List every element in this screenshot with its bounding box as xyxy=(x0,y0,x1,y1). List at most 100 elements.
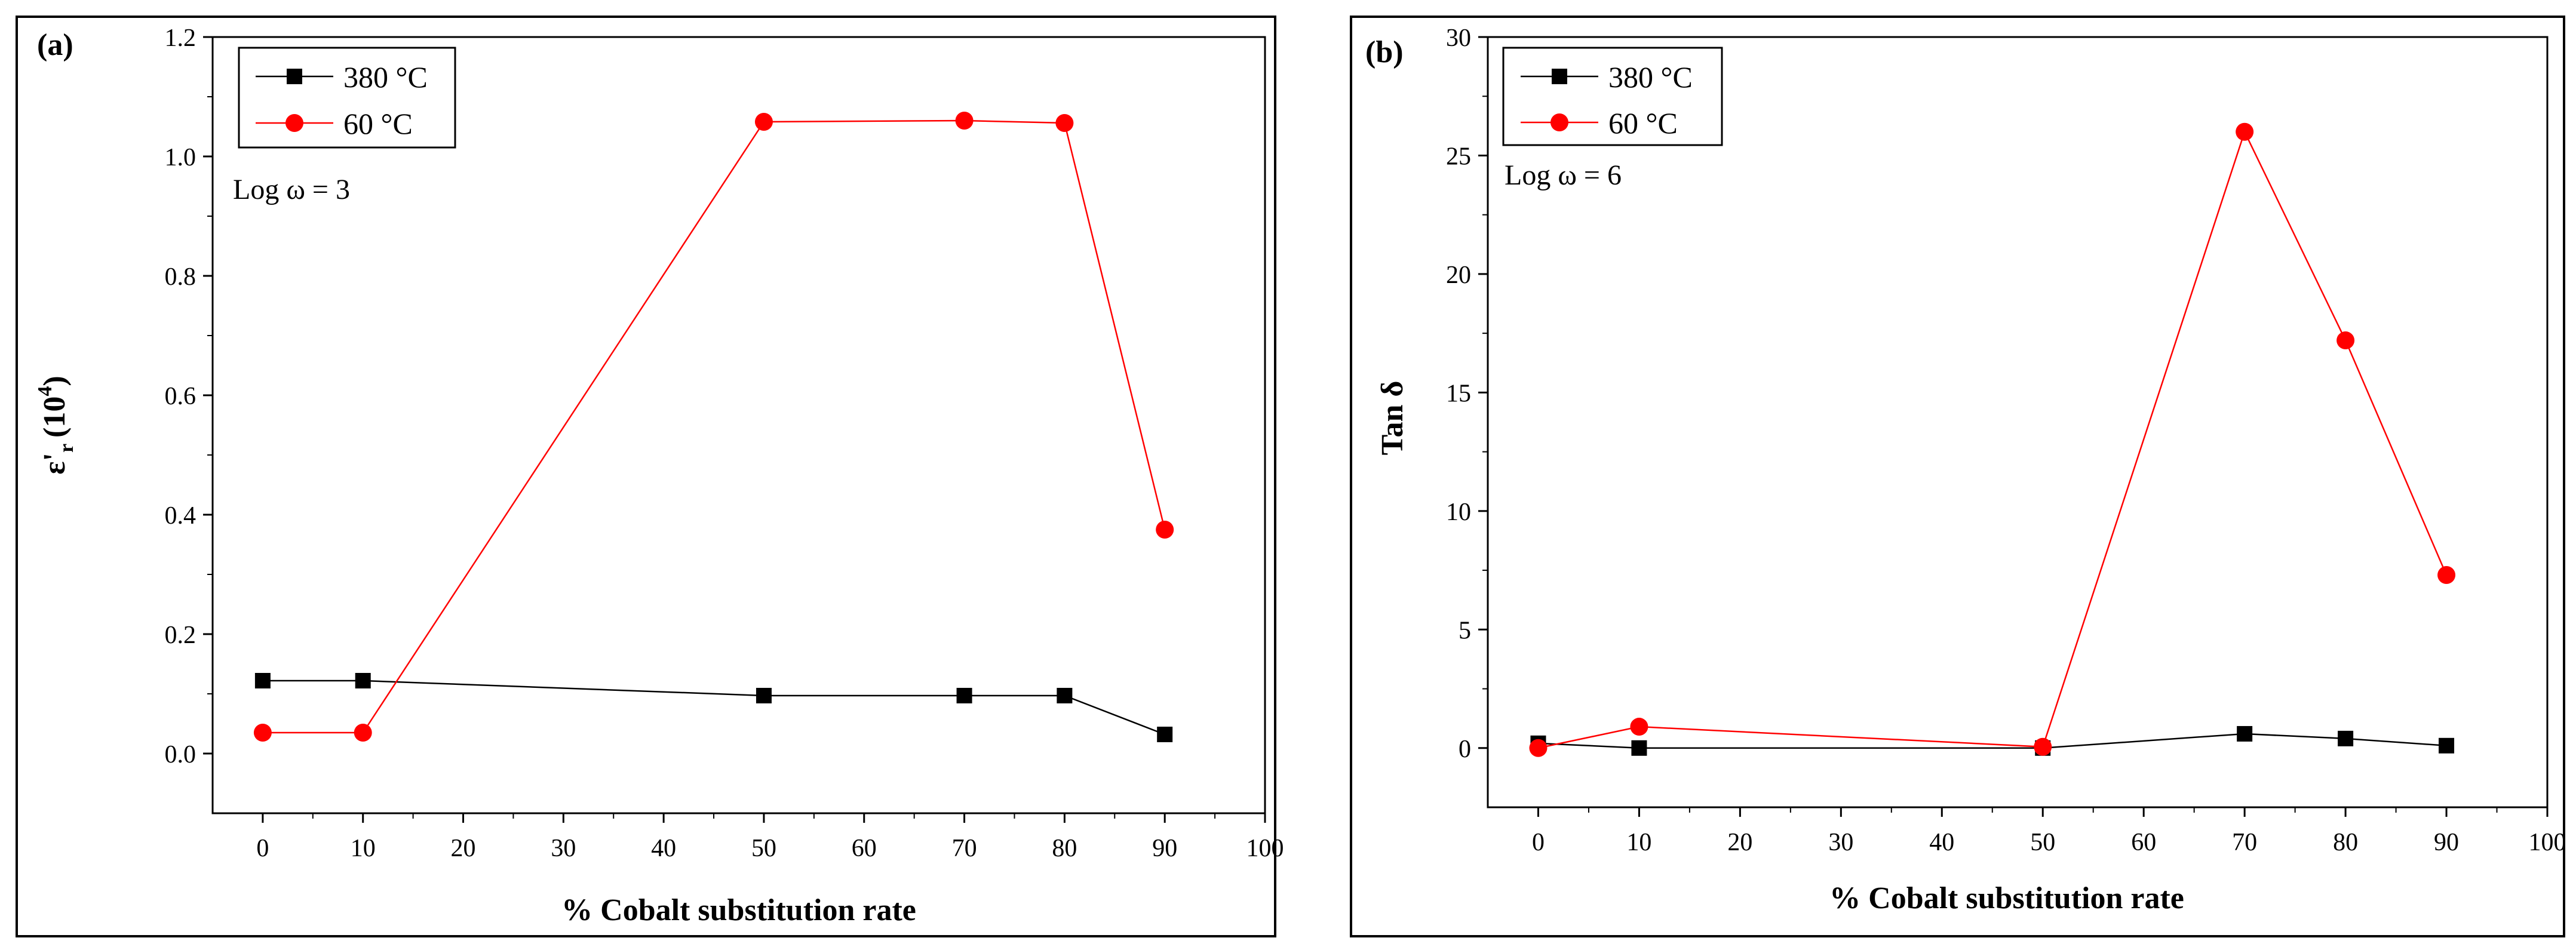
panel-b-x-axis-label: % Cobalt substitution rate xyxy=(1829,881,2184,915)
panel-b-label: (b) xyxy=(1365,35,1404,69)
legend-marker-60 xyxy=(1550,113,1568,131)
data-point-circle xyxy=(1055,114,1074,132)
panel-a-label: (a) xyxy=(37,28,73,62)
data-point-square xyxy=(2237,725,2253,742)
data-point-circle xyxy=(2336,331,2355,350)
y-label-epsilon: ε' xyxy=(38,453,72,475)
y-tick-label: 5 xyxy=(1459,617,1471,644)
panel-b: (b) 0 10 20 30 40 50 60 70 80 90 100 051015202530 … xyxy=(1350,16,2566,937)
data-point-square xyxy=(254,673,271,688)
data-point-circle xyxy=(2437,566,2456,585)
data-point-square xyxy=(2439,737,2455,754)
x-tick-label: 10 xyxy=(351,835,376,862)
x-tick-label: 50 xyxy=(751,835,776,862)
data-point-square xyxy=(1057,688,1073,703)
data-point-square xyxy=(1157,727,1173,742)
data-point-circle xyxy=(253,724,272,742)
data-point-circle xyxy=(2236,122,2254,141)
panel-a-x-ticks: 0 10 20 30 40 50 60 70 80 90 100 xyxy=(256,813,1284,862)
y-label-superscript: 4 xyxy=(34,386,56,396)
x-tick-label: 10 xyxy=(1626,829,1651,856)
panel-b-plot-area xyxy=(1487,36,2549,808)
x-tick-label: 60 xyxy=(2131,829,2156,856)
legend-label-380: 380 °C xyxy=(1608,60,1693,94)
data-point-square xyxy=(1631,740,1647,756)
panel-a-annotation: Log ω = 3 xyxy=(233,174,350,205)
data-point-circle xyxy=(1156,521,1174,539)
panel-a-x-axis-label: % Cobalt substitution rate xyxy=(561,893,916,927)
x-tick-label: 20 xyxy=(451,835,476,862)
data-point-circle xyxy=(1529,739,1548,757)
panel-b-legend: 380 °C 60 °C xyxy=(1502,47,1723,146)
data-point-circle xyxy=(2034,737,2052,756)
data-point-square xyxy=(956,688,972,703)
y-tick-label: 25 xyxy=(1446,143,1471,170)
series-line xyxy=(262,119,1166,734)
x-tick-label: 80 xyxy=(2333,829,2358,856)
legend-label-60: 60 °C xyxy=(1608,106,1678,140)
data-point-circle xyxy=(354,724,372,742)
panel-a-legend: 380 °C 60 °C xyxy=(238,47,456,149)
x-tick-label: 100 xyxy=(1246,835,1284,862)
panel-b-annotation: Log ω = 6 xyxy=(1505,159,1622,191)
y-tick-label: 20 xyxy=(1446,262,1471,289)
x-tick-label: 80 xyxy=(1052,835,1077,862)
panel-b-series xyxy=(1529,122,2456,757)
panel-a-y-ticks: 0.0 0.2 0.4 0.6 0.8 1.0 1.2 xyxy=(165,24,213,768)
panel-a-series xyxy=(253,112,1174,742)
panel-a-legend-box xyxy=(238,47,456,149)
x-tick-label: 70 xyxy=(2232,829,2257,856)
x-tick-label: 0 xyxy=(256,835,269,862)
panel-b-legend-box xyxy=(1502,47,1723,146)
panel-b-y-axis-label: Tan δ xyxy=(1375,381,1410,456)
y-tick-label: 30 xyxy=(1446,24,1471,52)
panel-a-frame xyxy=(16,16,1276,937)
x-tick-label: 30 xyxy=(551,835,576,862)
panel-b-y-ticks: 0 5 10 15 20 25 30 xyxy=(1446,24,1488,763)
y-label-subscript: r xyxy=(56,444,78,453)
y-tick-label: 0.4 xyxy=(165,502,196,530)
x-tick-label: 40 xyxy=(651,835,676,862)
x-tick-label: 40 xyxy=(1929,829,1954,856)
x-tick-label: 30 xyxy=(1828,829,1853,856)
x-tick-label: 60 xyxy=(852,835,877,862)
y-tick-label: 1.2 xyxy=(165,24,196,52)
data-point-circle xyxy=(955,112,974,130)
data-point-square xyxy=(355,673,371,688)
y-tick-label: 0.0 xyxy=(165,741,196,768)
x-tick-label: 70 xyxy=(952,835,977,862)
panel-b-x-ticks: 0 10 20 30 40 50 60 70 80 90 100 xyxy=(1532,807,2566,856)
x-tick-label: 50 xyxy=(2030,829,2055,856)
series-line xyxy=(262,679,1165,736)
x-tick-label: 20 xyxy=(1727,829,1752,856)
x-tick-label: 100 xyxy=(2529,829,2566,856)
legend-marker-60 xyxy=(285,114,303,132)
data-point-circle xyxy=(754,113,773,131)
y-tick-label: 1.0 xyxy=(165,144,196,171)
legend-marker-380 xyxy=(287,69,302,84)
legend-label-380: 380 °C xyxy=(343,60,428,94)
x-tick-label: 0 xyxy=(1532,829,1545,856)
y-tick-label: 10 xyxy=(1446,499,1471,526)
series-line xyxy=(1538,130,2448,749)
legend-label-60: 60 °C xyxy=(343,107,413,140)
y-tick-label: 0.6 xyxy=(165,383,196,410)
y-tick-label: 0 xyxy=(1459,736,1471,763)
data-point-square xyxy=(756,688,772,703)
y-label-close: ) xyxy=(38,376,72,386)
y-label-unit: (10 xyxy=(38,396,72,438)
panel-b-frame xyxy=(1350,16,2565,937)
x-tick-label: 90 xyxy=(2434,829,2459,856)
y-tick-label: 0.8 xyxy=(165,263,196,291)
legend-marker-380 xyxy=(1552,69,1567,84)
panel-a-plot-area xyxy=(211,36,1266,814)
x-tick-label: 90 xyxy=(1152,835,1177,862)
data-point-circle xyxy=(1630,718,1648,736)
y-tick-label: 15 xyxy=(1446,380,1471,407)
panel-a-y-axis-label: ε'r (104) xyxy=(34,376,78,474)
data-point-square xyxy=(2338,730,2354,746)
panel-a: (a) 0 10 20 30 40 50 60 70 80 90 100 0.00.20.40.60… xyxy=(16,16,1284,937)
y-tick-label: 0.2 xyxy=(165,622,196,649)
series-line xyxy=(1538,733,2447,749)
